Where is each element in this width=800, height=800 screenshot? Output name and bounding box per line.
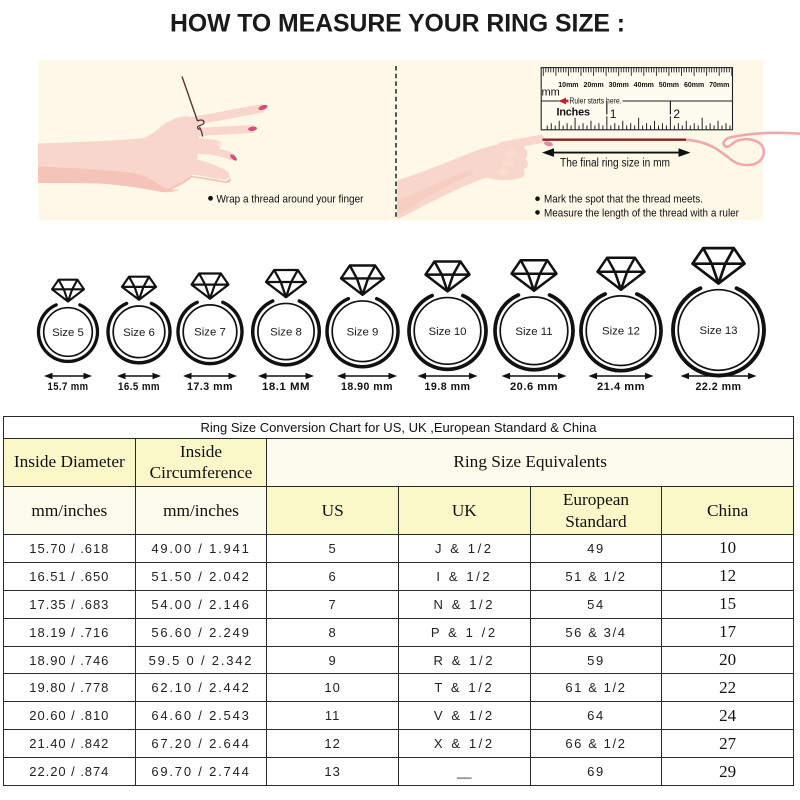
svg-text:Inches: Inches: [557, 106, 591, 118]
svg-text:The final ring size in mm: The final ring size in mm: [560, 157, 670, 169]
svg-text:30mm: 30mm: [609, 82, 629, 89]
svg-text:70mm: 70mm: [709, 82, 729, 89]
svg-text:Size 11: Size 11: [515, 326, 552, 338]
svg-text:Size 10: Size 10: [429, 326, 467, 338]
svg-text:Size 13: Size 13: [700, 325, 738, 337]
svg-text:20mm: 20mm: [583, 82, 603, 89]
svg-text:40mm: 40mm: [634, 82, 654, 89]
svg-text:mm: mm: [542, 87, 560, 99]
svg-text:60mm: 60mm: [684, 82, 704, 89]
svg-text:HOW TO MEASURE YOUR RING SIZE: HOW TO MEASURE YOUR RING SIZE :: [170, 11, 625, 38]
svg-text:10mm: 10mm: [558, 82, 578, 89]
svg-text:15.7 mm: 15.7 mm: [48, 381, 89, 393]
svg-text:Size 5: Size 5: [52, 327, 84, 339]
svg-text:50mm: 50mm: [659, 82, 679, 89]
svg-text:Measure the length of the thre: Measure the length of the thread with a …: [544, 207, 739, 219]
svg-text:17.3 mm: 17.3 mm: [187, 381, 233, 393]
svg-text:Mark the spot that the thread: Mark the spot that the thread meets.: [544, 194, 703, 206]
svg-text:20.6 mm: 20.6 mm: [510, 381, 558, 393]
svg-text:16.5 mm: 16.5 mm: [118, 381, 160, 393]
svg-text:Size 9: Size 9: [347, 326, 379, 338]
svg-text:Wrap a thread around your fing: Wrap a thread around your finger: [217, 193, 364, 205]
svg-text:Size 7: Size 7: [194, 327, 226, 339]
svg-text:19.8 mm: 19.8 mm: [425, 381, 471, 393]
svg-text:18.90 mm: 18.90 mm: [341, 381, 393, 393]
svg-text:1: 1: [610, 107, 617, 121]
svg-text:22.2 mm: 22.2 mm: [696, 381, 742, 393]
svg-text:Size 6: Size 6: [123, 327, 155, 339]
svg-text:2: 2: [673, 107, 680, 121]
svg-text:21.4 mm: 21.4 mm: [597, 381, 645, 393]
svg-text:Size 8: Size 8: [270, 327, 302, 339]
svg-text:Ruler starts here.: Ruler starts here.: [570, 97, 622, 106]
svg-text:18.1 MM: 18.1 MM: [262, 381, 310, 393]
svg-text:Size 12: Size 12: [602, 326, 640, 338]
